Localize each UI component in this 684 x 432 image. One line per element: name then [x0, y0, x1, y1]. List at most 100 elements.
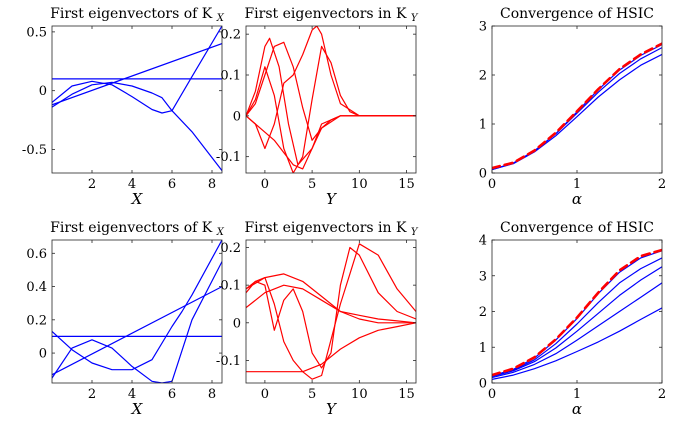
- series-line-1: [246, 37, 416, 166]
- series-group: [52, 26, 222, 172]
- chart-title-subscript: X: [216, 227, 225, 238]
- y-tick-label: 0: [39, 347, 47, 362]
- series-line-2: [52, 286, 222, 376]
- y-tick-label: 0: [479, 167, 487, 182]
- chart-title-text: First eigenvectors in K: [244, 220, 410, 236]
- y-tick-label: 0: [39, 84, 47, 99]
- chart-title: First eigenvectors in K Y: [244, 220, 418, 238]
- y-tick-label: 0.5: [26, 25, 47, 40]
- x-tick-label: 5: [308, 177, 316, 192]
- series-line-4: [246, 45, 416, 173]
- series-line-4: [492, 282, 662, 379]
- x-axis-label: Y: [326, 190, 338, 208]
- series-line-4: [52, 26, 222, 114]
- chart-panel-6: 0 1 2 0 1 2 3 4 Convergence of HSIC α: [479, 220, 666, 418]
- y-tick-label: -0.1: [216, 354, 241, 369]
- y-tick-label: 0.2: [220, 28, 241, 43]
- series-group: [52, 240, 222, 383]
- series-line-5: [492, 307, 662, 380]
- series-group: [246, 26, 416, 173]
- y-tick-label: 1: [479, 118, 487, 133]
- y-tick-label: 0.4: [26, 280, 47, 295]
- series-line-6: [492, 248, 662, 377]
- chart-title-subscript: X: [216, 13, 225, 24]
- y-tick-label: 0: [233, 316, 241, 331]
- x-tick-label: 2: [658, 177, 666, 192]
- x-tick-label: 8: [208, 387, 216, 402]
- chart-title-text: First eigenvectors of K: [50, 220, 217, 236]
- series-line-2: [246, 41, 416, 141]
- x-tick-label: 2: [88, 387, 96, 402]
- axes-box: [491, 25, 663, 174]
- x-tick-label: 15: [398, 177, 415, 192]
- y-tick-label: 4: [479, 234, 487, 249]
- chart-title-text: Convergence of HSIC: [500, 220, 654, 236]
- y-tick-label: 0: [479, 377, 487, 392]
- x-tick-label: 15: [398, 387, 415, 402]
- y-tick-label: 0.2: [26, 313, 47, 328]
- series-line-2: [52, 42, 222, 106]
- x-tick-label: 0: [488, 387, 496, 402]
- y-tick-label: 2: [479, 305, 487, 320]
- series-line-2: [492, 46, 662, 171]
- x-tick-label: 4: [128, 387, 136, 402]
- series-group: [246, 243, 416, 380]
- y-tick-label: -0.1: [216, 150, 241, 165]
- y-tick-label: 1: [479, 341, 487, 356]
- y-tick-label: 0.6: [26, 247, 47, 262]
- series-line-1: [492, 250, 662, 377]
- x-tick-label: 1: [573, 177, 581, 192]
- x-axis-label: X: [131, 190, 144, 208]
- series-line-4: [246, 246, 416, 369]
- series-group: [492, 248, 662, 380]
- x-tick-label: 10: [351, 177, 368, 192]
- x-tick-label: 6: [168, 387, 176, 402]
- chart-title: Convergence of HSIC: [500, 220, 654, 236]
- series-line-4: [492, 42, 662, 170]
- x-tick-label: 4: [128, 177, 136, 192]
- series-line-1: [492, 43, 662, 171]
- x-axis-label: α: [572, 400, 582, 418]
- series-line-2: [492, 257, 662, 377]
- x-tick-label: 1: [573, 387, 581, 402]
- x-tick-label: 8: [208, 177, 216, 192]
- series-line-3: [246, 243, 416, 380]
- series-line-3: [52, 240, 222, 371]
- series-line-3: [52, 81, 222, 172]
- series-group: [492, 42, 662, 171]
- chart-title: Convergence of HSIC: [500, 6, 654, 22]
- chart-title-subscript: Y: [411, 13, 419, 24]
- series-line-4: [52, 261, 222, 383]
- y-tick-label: 0: [233, 109, 241, 124]
- chart-title-subscript: Y: [411, 227, 419, 238]
- y-tick-label: 0.2: [220, 241, 241, 256]
- x-tick-label: 6: [168, 177, 176, 192]
- x-axis-label: Y: [326, 400, 338, 418]
- x-tick-label: 2: [88, 177, 96, 192]
- x-tick-label: 5: [308, 387, 316, 402]
- y-tick-label: 3: [479, 269, 487, 284]
- chart-title-text: First eigenvectors in K: [244, 6, 410, 22]
- y-tick-label: 0.1: [220, 69, 241, 84]
- series-line-2: [246, 273, 416, 324]
- axes-box: [245, 25, 417, 174]
- series-line-3: [492, 266, 662, 378]
- axes-box: [51, 25, 223, 174]
- y-tick-label: 2: [479, 69, 487, 84]
- y-tick-label: 0.1: [220, 279, 241, 294]
- series-line-5: [246, 115, 416, 170]
- chart-title: First eigenvectors of K X: [50, 220, 225, 238]
- x-tick-label: 0: [488, 177, 496, 192]
- series-line-5: [246, 322, 416, 373]
- y-tick-label: 3: [479, 20, 487, 35]
- series-line-1: [246, 284, 416, 324]
- chart-panel-3: 0 1 2 0 1 2 3 Convergence of HSIC α: [479, 6, 666, 208]
- x-tick-label: 10: [351, 387, 368, 402]
- x-tick-label: 0: [261, 177, 269, 192]
- chart-title-text: First eigenvectors of K: [50, 6, 217, 22]
- series-line-3: [246, 26, 416, 150]
